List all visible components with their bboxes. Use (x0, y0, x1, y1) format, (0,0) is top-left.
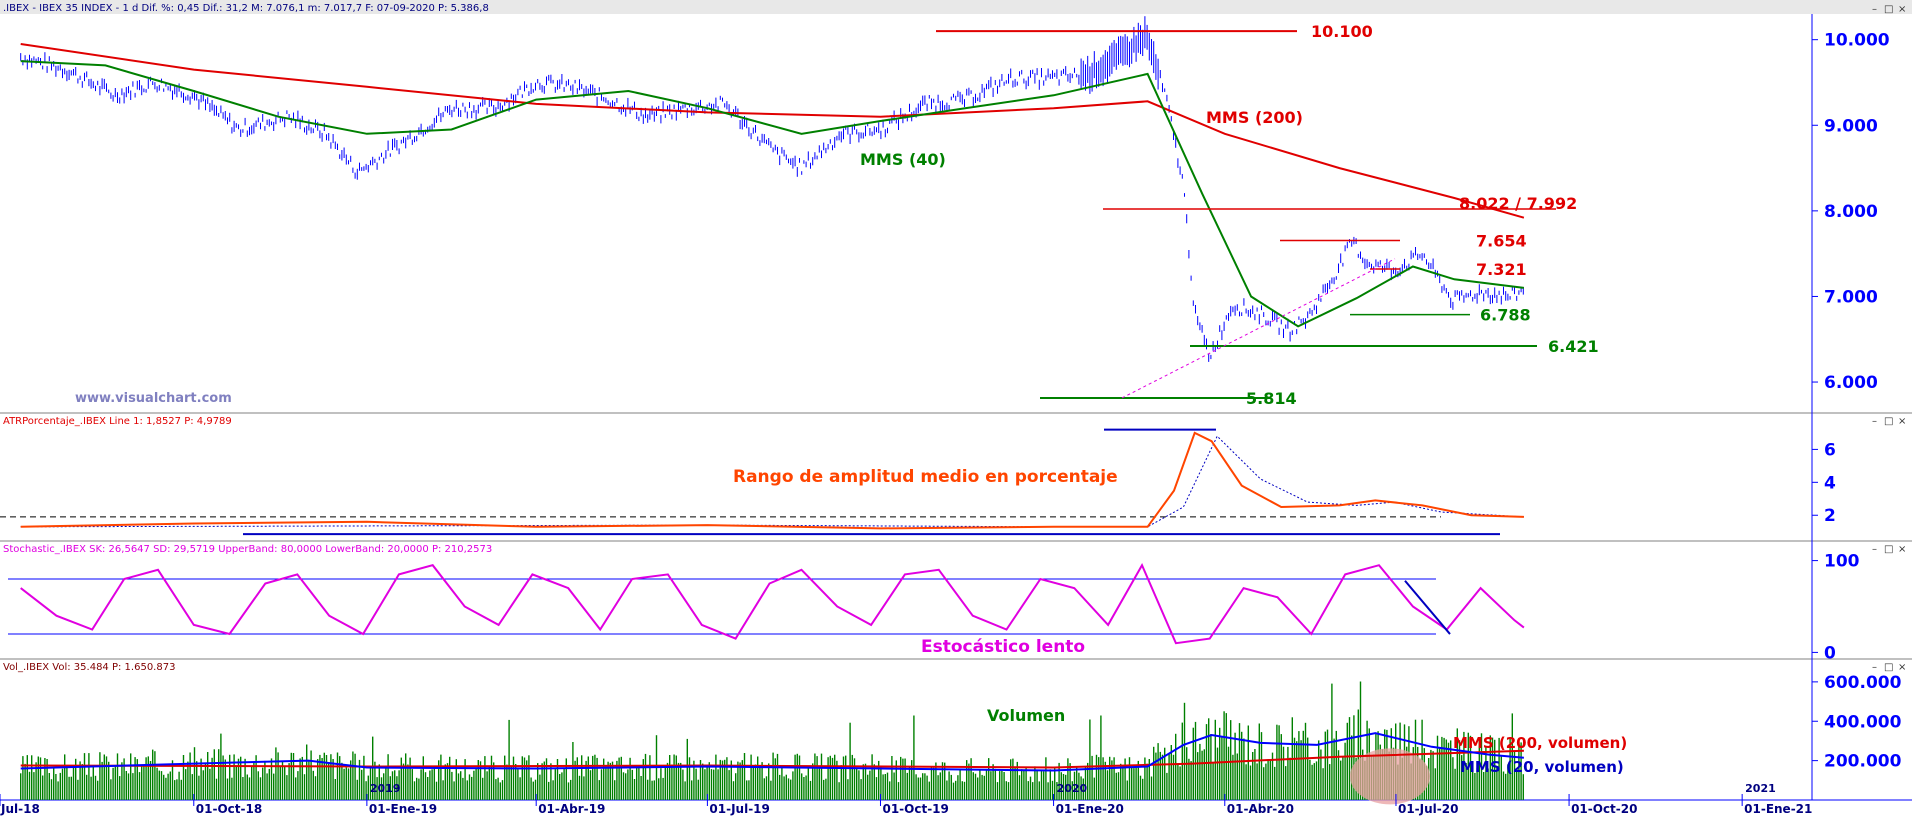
stoch-y-tick-label: 0 (1824, 643, 1836, 663)
vol-mms20-line (20, 732, 1524, 772)
atr-panel-header: ATRPorcentaje_.IBEX Line 1: 1,8527 P: 4,… (3, 416, 232, 427)
close-icon[interactable]: × (1898, 4, 1906, 15)
volume-header-bar (0, 659, 1912, 673)
price-panel-header: .IBEX - IBEX 35 INDEX - 1 d Dif. %: 0,45… (3, 3, 489, 14)
x-tick-label: 01-Ene-21 (1744, 802, 1812, 816)
price-plot: 10.100 8.022 / 7.992 7.654 7.321 6.788 6.421 5… (20, 16, 1599, 408)
price-level-label: 7.654 (1476, 231, 1527, 250)
volume-plot: 2019 2020 2021 (20, 681, 1776, 805)
minimize-icon[interactable]: – (1872, 662, 1877, 673)
atr-line (20, 431, 1524, 530)
volume-title: Volumen (987, 706, 1065, 725)
x-tick-label: 01-Oct-20 (1571, 802, 1637, 816)
atr-y-tick-label: 2 (1824, 506, 1836, 526)
atr-signal-line (20, 435, 1524, 528)
price-level-label: 5.814 (1246, 389, 1297, 408)
restore-icon[interactable]: □ (1884, 544, 1893, 555)
volume-highlight (1350, 748, 1430, 805)
atr-y-tick-label: 4 (1824, 473, 1836, 493)
price-level-label: 7.321 (1476, 260, 1527, 279)
mms40-label: MMS (40) (860, 150, 946, 169)
atr-y-tick-label: 6 (1824, 440, 1836, 460)
minimize-icon[interactable]: – (1872, 4, 1877, 15)
atr-plot (0, 428, 1524, 536)
x-tick-label: 01-Abr-20 (1227, 802, 1294, 816)
price-y-tick-label: 7.000 (1824, 287, 1878, 307)
year-label: 2019 (370, 782, 401, 795)
stoch-trend-line (1404, 580, 1451, 635)
mms40-line (20, 60, 1525, 328)
minimize-icon[interactable]: – (1872, 416, 1877, 427)
stoch-k-line (20, 562, 1525, 645)
x-tick-label: 01-Oct-18 (196, 802, 262, 816)
watermark: www.visualchart.com (75, 391, 232, 406)
price-y-tick-label: 6.000 (1824, 373, 1878, 393)
restore-icon[interactable]: □ (1884, 4, 1893, 15)
axes: Jul-18 01-Oct-18 01-Ene-19 01-Abr-19 01-Jul-… (0, 31, 1902, 816)
x-tick-label: 01-Jul-19 (709, 802, 769, 816)
price-level-label: 10.100 (1311, 22, 1373, 41)
price-header-bar (0, 0, 1912, 14)
x-tick-label: 01-Jul-20 (1398, 802, 1458, 816)
stoch-plot (8, 562, 1525, 645)
stoch-header-bar (0, 541, 1912, 555)
stoch-y-tick-label: 100 (1824, 552, 1860, 572)
stoch-panel-header: Stochastic_.IBEX SK: 26,5647 SD: 29,5719… (3, 544, 492, 555)
year-label: 2021 (1745, 782, 1776, 795)
uptrend-line (1121, 258, 1396, 399)
vol-y-tick-label: 200.000 (1824, 752, 1902, 772)
x-tick-label: 01-Ene-19 (369, 802, 437, 816)
mms200-line (20, 43, 1525, 219)
window-controls[interactable]: – □ × – □ × – □ × – □ × (1872, 4, 1906, 673)
year-label: 2020 (1057, 782, 1088, 795)
price-level-label: 8.022 / 7.992 (1459, 194, 1577, 213)
x-tick-label: 01-Abr-19 (538, 802, 605, 816)
stoch-title: Estocástico lento (921, 637, 1085, 657)
x-tick-label: Jul-18 (0, 802, 40, 816)
close-icon[interactable]: × (1898, 544, 1906, 555)
vol-mms20-label: MMS (20, volumen) (1460, 758, 1624, 776)
price-y-tick-label: 8.000 (1824, 202, 1878, 222)
atr-title: Rango de amplitud medio en porcentaje (733, 467, 1118, 487)
close-icon[interactable]: × (1898, 416, 1906, 427)
vol-y-tick-label: 600.000 (1824, 673, 1902, 693)
mms200-label: MMS (200) (1206, 108, 1303, 127)
price-level-label: 6.421 (1548, 337, 1599, 356)
close-icon[interactable]: × (1898, 662, 1906, 673)
price-y-tick-label: 10.000 (1824, 31, 1890, 51)
price-y-tick-label: 9.000 (1824, 116, 1878, 136)
restore-icon[interactable]: □ (1884, 662, 1893, 673)
vol-y-tick-label: 400.000 (1824, 712, 1902, 732)
restore-icon[interactable]: □ (1884, 416, 1893, 427)
minimize-icon[interactable]: – (1872, 544, 1877, 555)
x-tick-label: 01-Oct-19 (882, 802, 948, 816)
volume-panel-header: Vol_.IBEX Vol: 35.484 P: 1.650.873 (3, 662, 175, 673)
x-tick-label: 01-Ene-20 (1056, 802, 1124, 816)
price-level-label: 6.788 (1480, 306, 1531, 325)
atr-header-bar (0, 413, 1912, 427)
vol-mms200-label: MMS (200, volumen) (1453, 734, 1627, 752)
